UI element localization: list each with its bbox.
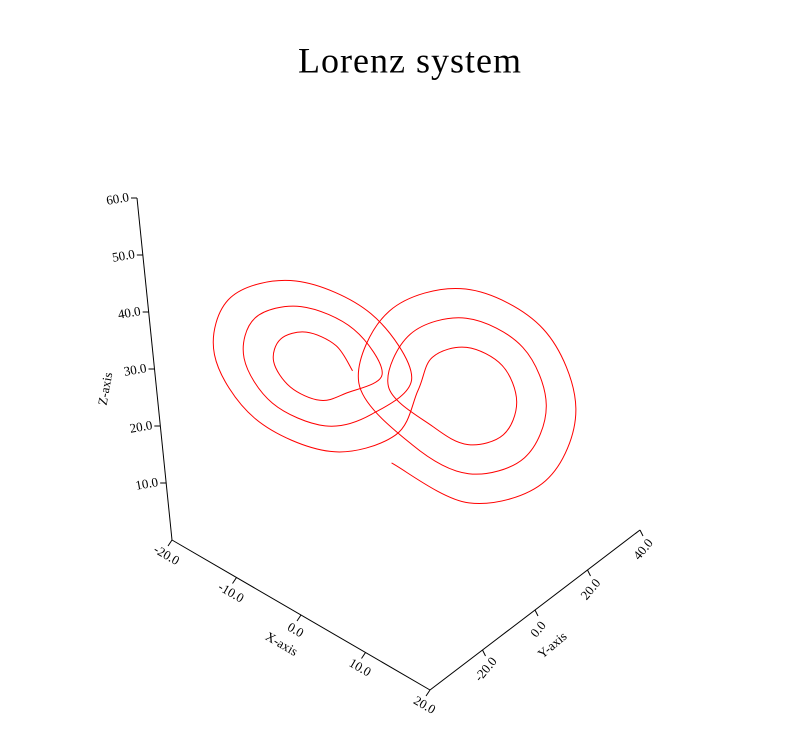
z-tick-label: 20.0 bbox=[128, 417, 153, 436]
z-axis-label: Z-axis bbox=[95, 371, 116, 406]
y-tick-label: -20.0 bbox=[471, 654, 500, 684]
z-tick-label: 50.0 bbox=[111, 246, 136, 265]
z-tick-label: 10.0 bbox=[134, 474, 159, 493]
y-tick-label: 20.0 bbox=[577, 575, 603, 602]
y-tick-label: 40.0 bbox=[630, 535, 656, 562]
y-tick-label: 0.0 bbox=[527, 618, 549, 640]
trajectory bbox=[212, 279, 577, 504]
x-tick-label: -20.0 bbox=[151, 541, 182, 568]
y-tick bbox=[587, 569, 591, 577]
y-tick bbox=[482, 649, 486, 657]
x-tick-label: 20.0 bbox=[411, 693, 438, 717]
x-tick bbox=[167, 539, 173, 547]
x-tick bbox=[361, 652, 366, 659]
z-tick-label: 40.0 bbox=[117, 303, 142, 322]
x-tick-label: -10.0 bbox=[216, 579, 247, 606]
y-tick bbox=[534, 609, 539, 617]
x-tick bbox=[232, 577, 237, 584]
x-tick-label: 0.0 bbox=[285, 619, 307, 640]
x-tick bbox=[296, 614, 302, 622]
chart-title: Lorenz system bbox=[298, 40, 522, 80]
x-tick-label: 10.0 bbox=[347, 655, 374, 679]
x-tick bbox=[425, 689, 431, 697]
z-tick-label: 60.0 bbox=[105, 189, 130, 208]
y-tick bbox=[639, 529, 644, 537]
z-tick-label: 30.0 bbox=[123, 360, 148, 379]
